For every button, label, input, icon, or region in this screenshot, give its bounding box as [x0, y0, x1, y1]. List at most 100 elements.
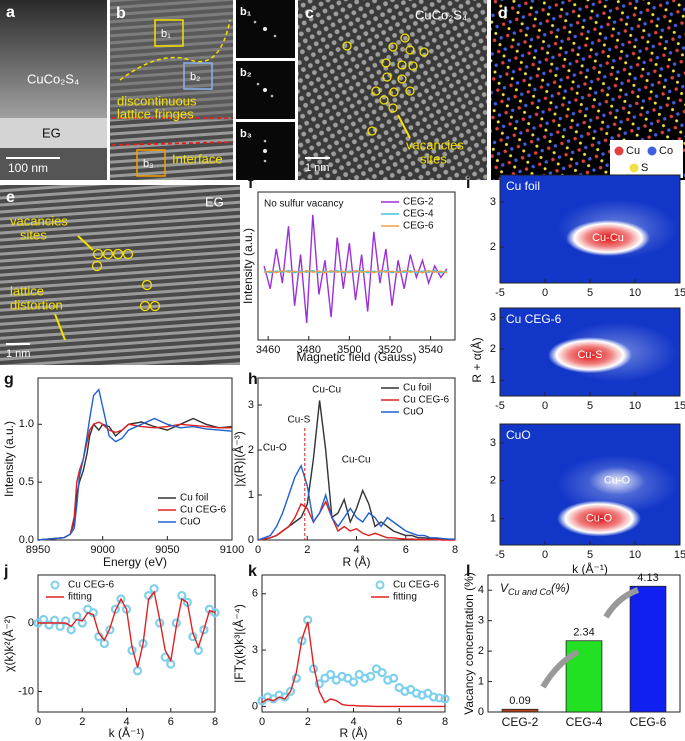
box-label: b₁: [161, 28, 171, 40]
x-tick-label: 10: [629, 549, 641, 561]
x-tick-label: 15: [674, 287, 685, 299]
annotation-subscript: Cu and Co: [508, 587, 551, 597]
panel-b: b b₁ b₂ b₃ discontinuous lattice fringes…: [110, 0, 234, 180]
scale-label: 1 nm: [6, 348, 30, 360]
panel-fft: b₁ b₂ b₃: [236, 0, 295, 180]
x-tick-label: CEG-2: [502, 715, 539, 729]
panel-label: k: [248, 563, 257, 580]
bar: [565, 640, 603, 713]
y-tick-label: 0.5: [19, 476, 34, 488]
data-point: [116, 594, 126, 604]
legend-label: CuO: [403, 407, 424, 418]
x-tick-label: 0: [35, 716, 41, 728]
legend-label: Cu CEG-6: [180, 505, 227, 516]
y-tick-label: 2: [490, 475, 496, 487]
series-line: [37, 388, 233, 541]
legend-label: CEG-2: [403, 197, 434, 208]
y-tick-label: 4: [478, 584, 484, 596]
box: [154, 19, 184, 47]
y-tick-label: 1.0: [19, 418, 34, 430]
panel-label: d: [498, 5, 508, 22]
y-tick-label: 0.0: [19, 534, 34, 546]
x-axis-label: R (Å): [343, 554, 371, 569]
value-label: 0.09: [509, 695, 530, 707]
legend-marker: [50, 580, 60, 590]
data-point: [434, 693, 444, 703]
arrow: [540, 649, 580, 689]
panel-label: i: [466, 175, 470, 192]
peak-label: Cu-O: [604, 475, 631, 487]
x-tick-label: 0: [259, 716, 265, 728]
x-tick-label: 3500: [337, 344, 361, 356]
x-tick-label: 9000: [90, 544, 114, 556]
x-tick-label: 5: [587, 549, 593, 561]
peak-label: Cu-S: [577, 349, 602, 361]
panel-label: g: [4, 371, 14, 388]
peak: [548, 337, 632, 374]
annotation: lattice: [10, 283, 44, 298]
y-tick-label: 3: [248, 399, 254, 411]
peak: [566, 220, 650, 256]
series-line: [263, 269, 448, 274]
label: b₃: [240, 128, 252, 140]
x-tick-label: 6: [168, 716, 174, 728]
data-point: [314, 679, 324, 689]
plot-frame: [37, 574, 216, 713]
data-point: [377, 667, 387, 678]
y-tick-label: 3: [252, 644, 258, 656]
x-tick-label: 9100: [220, 544, 244, 556]
plot-frame: [37, 377, 233, 541]
data-point: [280, 692, 290, 702]
legend: [610, 140, 683, 178]
x-tick-label: 6: [396, 716, 402, 728]
y-tick-label: 0: [28, 617, 34, 629]
x-axis-label: R (Å): [340, 725, 368, 740]
annotation: sites: [20, 227, 47, 242]
series-line: [257, 400, 455, 541]
y-tick-label: 1: [248, 489, 254, 501]
panel-label: c: [305, 5, 314, 22]
x-axis-label: k (Å⁻¹): [572, 561, 608, 576]
annotation-symbol: V: [500, 581, 509, 595]
legend-label: S: [641, 162, 648, 174]
series-line: [263, 269, 448, 274]
data-point: [77, 618, 87, 628]
y-tick-label: 3: [490, 196, 496, 208]
x-tick-label: 0: [542, 400, 548, 412]
series-line: [257, 500, 455, 541]
x-tick-label: 8: [452, 544, 458, 556]
y-axis-label: Intensity (a.u.): [2, 421, 16, 497]
annotation: Cu-O: [263, 443, 287, 454]
scale-label: 1 nm: [305, 162, 329, 174]
plot-frame: [261, 574, 446, 713]
plot-frame: [257, 191, 456, 341]
x-axis-label: Energy (eV): [103, 555, 167, 569]
data-point: [326, 669, 336, 680]
legend-label: fitting: [393, 592, 417, 603]
series-line: [38, 590, 216, 668]
subplot-title: CuO: [506, 428, 531, 442]
y-axis-label: Vacancy concentration (%): [462, 572, 476, 715]
x-tick-label: 15: [674, 549, 685, 561]
annotation-suffix: (%): [551, 581, 570, 595]
box: [136, 149, 166, 177]
data-point: [440, 694, 450, 704]
arrow: [603, 587, 640, 619]
data-point: [348, 677, 359, 687]
legend-marker: [375, 580, 385, 590]
panel-label: a: [6, 4, 15, 21]
x-tick-label: 6: [403, 544, 409, 556]
annotation: Interface: [172, 151, 223, 166]
x-axis-label: k (Å⁻¹): [109, 725, 145, 740]
x-tick-label: -5: [495, 400, 505, 412]
label: b₂: [240, 67, 252, 79]
annotation: sites: [420, 151, 447, 166]
label: b₁: [240, 6, 252, 18]
legend-label: CuO: [180, 517, 201, 528]
data-point: [44, 620, 54, 630]
x-tick-label: CEG-6: [630, 715, 667, 729]
x-tick-label: 10: [629, 287, 641, 299]
vacancy-markers: [91, 248, 161, 312]
x-tick-label: 2: [305, 716, 311, 728]
